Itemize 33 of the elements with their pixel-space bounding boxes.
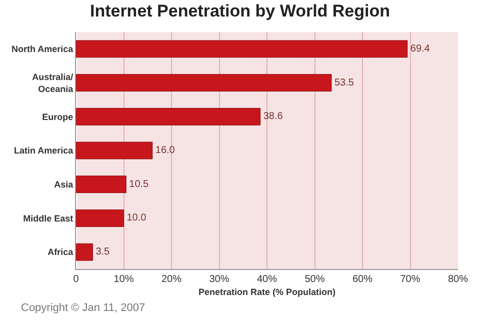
y-tick-label: Latin America bbox=[14, 146, 74, 156]
data-label: 53.5 bbox=[334, 77, 354, 88]
y-tick-label: Australia/ Oceania bbox=[32, 72, 74, 94]
bar bbox=[76, 243, 93, 261]
x-tick-label: 50% bbox=[304, 274, 325, 285]
y-tick-label: Middle East bbox=[23, 213, 74, 224]
data-label: 16.0 bbox=[155, 145, 176, 156]
data-label: 10.0 bbox=[126, 212, 147, 224]
bar bbox=[76, 40, 408, 58]
data-label: 10.5 bbox=[129, 178, 150, 190]
bar bbox=[76, 210, 124, 227]
x-tick-label: 0 bbox=[73, 274, 80, 285]
chart-title: Internet Penetration by World Region bbox=[90, 2, 390, 21]
y-tick-label: Europe bbox=[42, 112, 74, 122]
bar bbox=[76, 74, 332, 92]
data-label: 69.4 bbox=[410, 43, 430, 54]
y-tick-label: North America bbox=[12, 44, 74, 54]
bar bbox=[76, 176, 126, 194]
data-label: 38.6 bbox=[263, 111, 284, 122]
x-tick-label: 70% bbox=[400, 274, 420, 285]
x-tick-label: 80% bbox=[448, 274, 468, 285]
x-tick-label: 30% bbox=[209, 274, 230, 285]
x-tick-label: 60% bbox=[352, 274, 373, 285]
x-tick-label: 40% bbox=[256, 274, 278, 285]
bar bbox=[76, 108, 261, 126]
text: Copyright © Jan 11, 2007 bbox=[21, 302, 146, 314]
bar bbox=[76, 142, 153, 160]
data-label: 3.5 bbox=[96, 246, 110, 258]
x-tick-label: 20% bbox=[161, 274, 182, 285]
x-axis-title: Penetration Rate (% Population) bbox=[198, 286, 336, 297]
y-tick-label: Africa bbox=[48, 247, 74, 258]
y-tick-label: Asia bbox=[54, 180, 74, 190]
x-tick-label: 10% bbox=[114, 274, 134, 285]
